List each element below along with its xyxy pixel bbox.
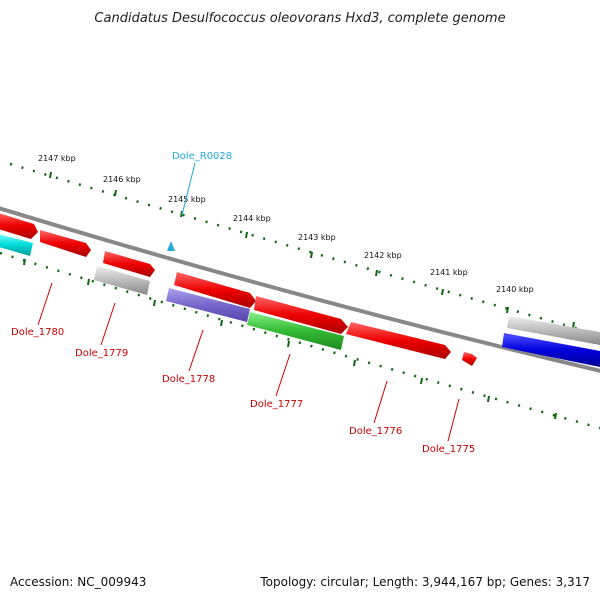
genome-summary-text: Topology: circular; Length: 3,944,167 bp… (259, 575, 590, 589)
rna-marker (167, 241, 175, 251)
gene-label: Dole_1777 (250, 399, 303, 410)
tick-label: 2140 kbp (496, 285, 534, 294)
gene-feature (0, 213, 38, 239)
map-title: Candidatus Desulfococcus oleovorans Hxd3… (94, 11, 505, 26)
tick-label: 2144 kbp (233, 214, 271, 223)
accession-text: Accession: NC_009943 (10, 575, 146, 589)
gene-feature (502, 333, 600, 367)
inner-major-ticks (23, 258, 557, 420)
outer-major-ticks (49, 171, 575, 329)
tick-label: 2146 kbp (103, 175, 141, 184)
gene-feature (40, 230, 91, 257)
gene-feature (247, 312, 344, 350)
tick-label: 2143 kbp (298, 233, 336, 242)
tick-label: 2141 kbp (430, 268, 468, 277)
gene-label: Dole_1778 (162, 374, 215, 385)
rna-label: Dole_R0028 (172, 151, 232, 162)
gene-feature (174, 272, 256, 308)
gene-feature (94, 266, 150, 295)
gene-label: Dole_1776 (349, 426, 402, 437)
gene-feature (166, 288, 250, 322)
outer-ruler (9, 162, 600, 337)
gene-feature (254, 296, 348, 334)
gene-feature (103, 251, 155, 277)
genome-backbone (0, 206, 600, 373)
tick-label: 2145 kbp (168, 195, 206, 204)
rna-leader-line (181, 162, 196, 216)
gene-label: Dole_1775 (422, 444, 475, 455)
gene-feature (0, 234, 33, 256)
gene-feature (346, 322, 451, 359)
inner-ruler (0, 251, 600, 430)
gene-leader-lines (37, 282, 460, 442)
gene-label: Dole_1779 (75, 348, 128, 359)
gene-feature (462, 352, 477, 366)
tick-label: 2147 kbp (38, 154, 76, 163)
gene-label: Dole_1780 (11, 327, 64, 338)
tick-label: 2142 kbp (364, 251, 402, 260)
gene-feature (507, 316, 600, 345)
reverse-genes (0, 234, 600, 367)
forward-genes (0, 213, 600, 366)
